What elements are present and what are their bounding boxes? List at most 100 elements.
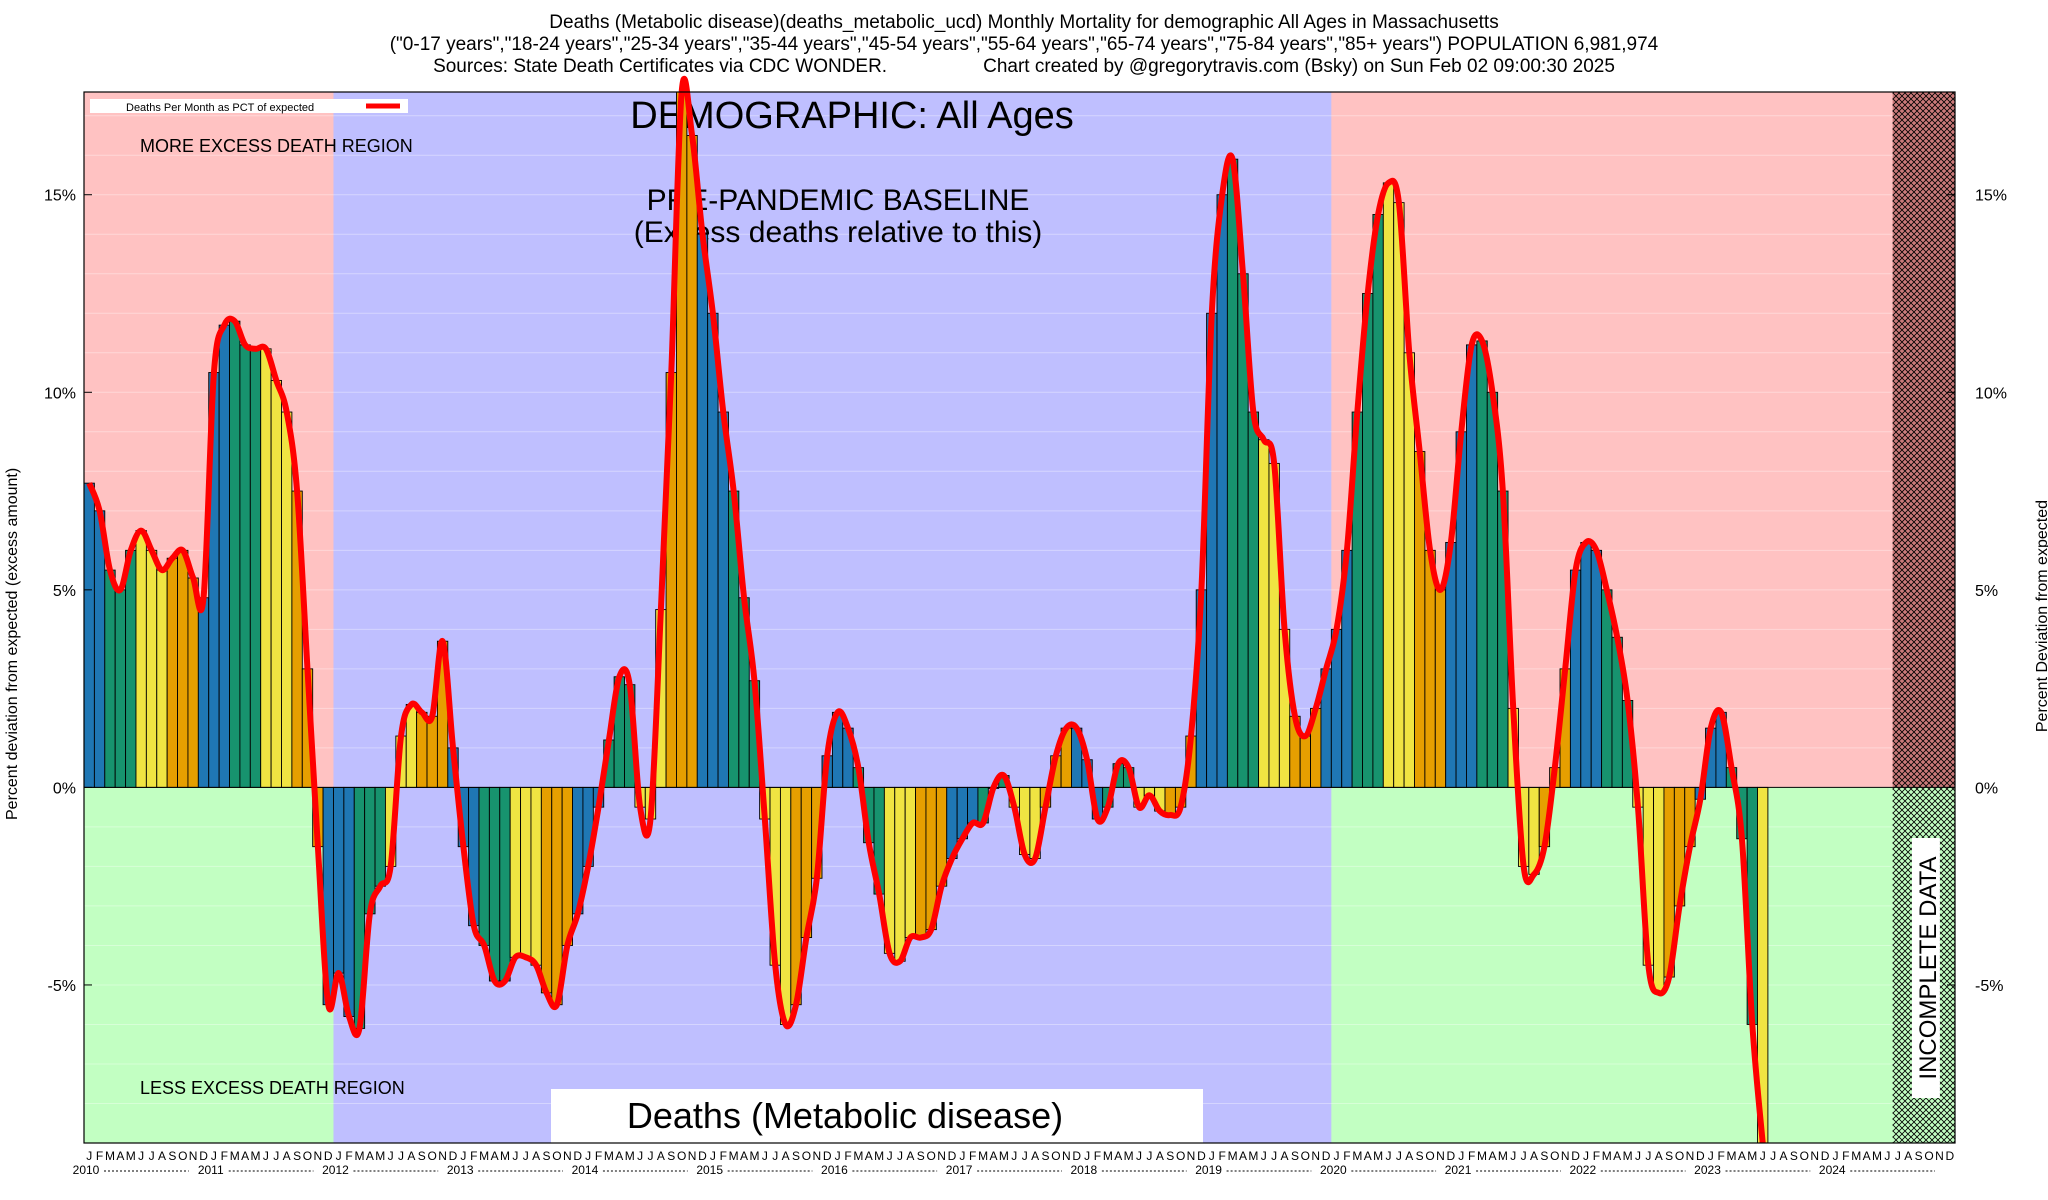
x-tick-month: D [449,1149,458,1163]
x-tick-month: D [823,1149,832,1163]
x-tick-month: M [625,1149,635,1163]
x-tick-year: 2018 [1071,1163,1098,1177]
x-tick-month: J [887,1149,893,1163]
y-tick-label-right: 10% [1975,385,2007,402]
x-tick-month: J [1209,1149,1215,1163]
x-tick-month: J [1396,1149,1402,1163]
x-tick-month: A [366,1149,374,1163]
x-tick-month: J [1146,1149,1152,1163]
x-tick-month: J [149,1149,155,1163]
demographic-label: DEMOGRAPHIC: All Ages [630,95,1073,137]
x-tick-month: A [116,1149,124,1163]
bar [717,411,729,788]
x-tick-month: D [324,1149,333,1163]
x-tick-month: A [657,1149,665,1163]
x-tick-month: O [1675,1149,1684,1163]
x-tick-month: J [762,1149,768,1163]
x-tick-month: J [211,1149,217,1163]
x-tick-month: J [1770,1149,1776,1163]
x-tick-month: S [1291,1149,1299,1163]
x-tick-month: S [1540,1149,1548,1163]
x-tick-month: M [749,1149,759,1163]
bar [1434,589,1447,788]
x-tick-month: S [1790,1149,1798,1163]
x-tick-month: J [1271,1149,1277,1163]
x-tick-month: M [1373,1149,1383,1163]
x-tick-month: N [1561,1149,1570,1163]
x-tick-month: A [1281,1149,1289,1163]
bar [1476,340,1488,788]
x-tick-month: M [251,1149,261,1163]
bar [561,786,573,946]
x-tick-month: S [1041,1149,1049,1163]
x-tick-year: 2020 [1320,1163,1347,1177]
x-tick-month: M [874,1149,884,1163]
bar [1486,391,1499,788]
x-tick-month: S [1915,1149,1923,1163]
x-tick-month: A [532,1149,540,1163]
x-tick-month: J [86,1149,92,1163]
x-tick-month: S [293,1149,301,1163]
x-tick-month: M [729,1149,739,1163]
x-tick-month: J [1521,1149,1527,1163]
bar [229,320,241,788]
x-tick-month: D [1447,1149,1456,1163]
bar [967,786,979,824]
bar [894,786,906,962]
bar [426,715,438,788]
less-excess-label: LESS EXCESS DEATH REGION [140,1078,405,1098]
bar [166,557,178,788]
x-tick-year: 2022 [1569,1163,1596,1177]
x-tick-month: J [398,1149,404,1163]
x-tick-month: M [1851,1149,1861,1163]
title-sources: Sources: State Death Certificates via CD… [433,56,888,77]
x-tick-month: F [470,1149,477,1163]
x-tick-month: A [407,1149,415,1163]
x-tick-month: O [552,1149,561,1163]
x-tick-month: O [802,1149,811,1163]
x-tick-month: N [314,1149,323,1163]
x-tick-month: F [96,1149,103,1163]
x-tick-month: O [1301,1149,1310,1163]
x-tick-month: J [460,1149,466,1163]
plot-frame [83,91,1956,1144]
x-tick-month: M [105,1149,115,1163]
x-tick-month: F [221,1149,228,1163]
x-tick-month: M [1103,1149,1113,1163]
y-tick-label-right: -5% [1975,978,2003,995]
bar [374,786,386,887]
bar [1528,786,1540,875]
x-tick-month: A [1364,1149,1372,1163]
x-tick-month: J [1895,1149,1901,1163]
x-tick-month: O [1800,1149,1809,1163]
bar [1466,344,1478,788]
x-tick-month: J [1583,1149,1589,1163]
x-tick-month: S [543,1149,551,1163]
x-tick-month: J [512,1149,518,1163]
x-tick-month: M [500,1149,510,1163]
x-tick-month: J [1458,1149,1464,1163]
x-tick-month: M [1498,1149,1508,1163]
x-tick-month: A [1863,1149,1871,1163]
x-tick-month: N [1187,1149,1196,1163]
x-tick-month: M [375,1149,385,1163]
x-tick-month: O [926,1149,935,1163]
bar [218,324,230,788]
y-tick-label-right: 0% [1975,780,1998,797]
bar [1247,411,1260,788]
x-tick-month: A [906,1149,914,1163]
title-line-1: Deaths (Metabolic disease)(deaths_metabo… [549,12,1499,33]
x-tick-month: F [1842,1149,1849,1163]
x-tick-month: N [1810,1149,1819,1163]
x-tick-month: J [1510,1149,1516,1163]
title-line-3: Sources: State Death Certificates via CD… [0,56,2048,78]
x-tick-month: S [168,1149,176,1163]
x-tick-month: M [479,1149,489,1163]
bar [779,786,792,1025]
x-tick-month: M [1248,1149,1258,1163]
x-tick-month: D [1821,1149,1830,1163]
x-tick-month: D [1571,1149,1580,1163]
x-tick-month: J [138,1149,144,1163]
x-tick-month: M [978,1149,988,1163]
